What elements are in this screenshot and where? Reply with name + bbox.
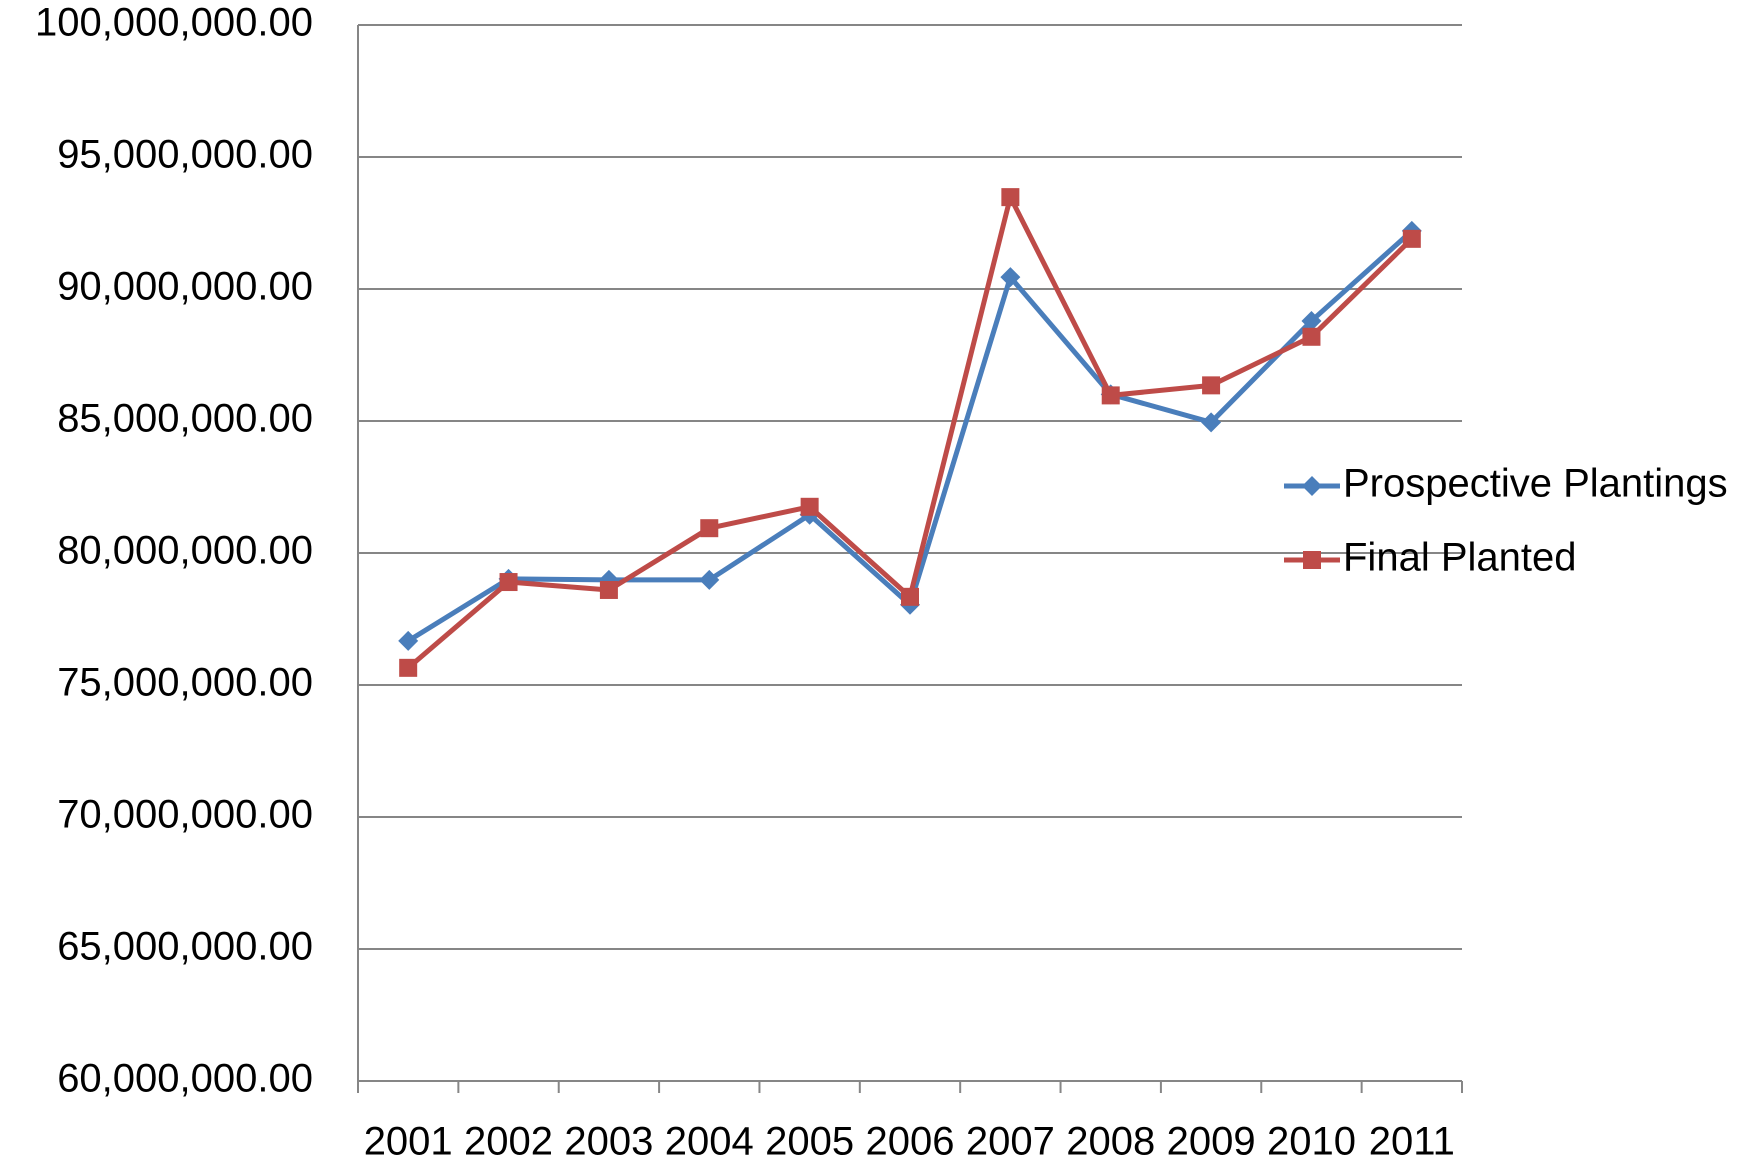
legend-label: Final Planted	[1343, 536, 1576, 580]
y-tick-label: 80,000,000.00	[57, 529, 313, 573]
x-tick-label: 2001	[364, 1120, 453, 1163]
marker	[399, 658, 418, 677]
marker	[1001, 188, 1020, 207]
marker	[699, 569, 720, 590]
x-tick-label: 2006	[866, 1120, 955, 1163]
marker	[1301, 310, 1322, 331]
marker	[800, 497, 819, 516]
x-tick-label: 2010	[1267, 1120, 1356, 1163]
marker	[700, 519, 719, 538]
series-line	[406, 229, 1414, 644]
y-tick-label: 90,000,000.00	[57, 265, 313, 309]
y-tick-label: 85,000,000.00	[57, 397, 313, 441]
marker	[1000, 267, 1021, 288]
y-tick-label: 95,000,000.00	[57, 133, 313, 177]
x-tick-label: 2003	[564, 1120, 653, 1163]
x-tick-label: 2002	[464, 1120, 553, 1163]
x-tick-label: 2004	[665, 1120, 754, 1163]
y-tick-label: 65,000,000.00	[57, 925, 313, 969]
marker	[499, 573, 518, 592]
x-tick-label: 2009	[1167, 1120, 1256, 1163]
marker	[398, 630, 419, 651]
x-tick-label: 2007	[966, 1120, 1055, 1163]
marker	[1202, 376, 1221, 395]
marker	[1201, 412, 1222, 433]
marker	[1101, 386, 1120, 405]
legend-label: Prospective Plantings	[1343, 462, 1728, 506]
y-tick-label: 70,000,000.00	[57, 793, 313, 837]
marker	[599, 580, 618, 599]
marker	[1302, 327, 1321, 346]
marker	[1302, 476, 1322, 496]
y-tick-label: 100,000,000.00	[35, 1, 313, 45]
marker	[1303, 551, 1321, 569]
x-tick-label: 2008	[1066, 1120, 1155, 1163]
x-tick-label: 2005	[765, 1120, 854, 1163]
x-tick-label: 2011	[1369, 1120, 1455, 1163]
marker	[1402, 229, 1421, 248]
y-tick-label: 75,000,000.00	[57, 661, 313, 705]
marker	[901, 587, 919, 606]
y-tick-label: 60,000,000.00	[57, 1057, 313, 1101]
